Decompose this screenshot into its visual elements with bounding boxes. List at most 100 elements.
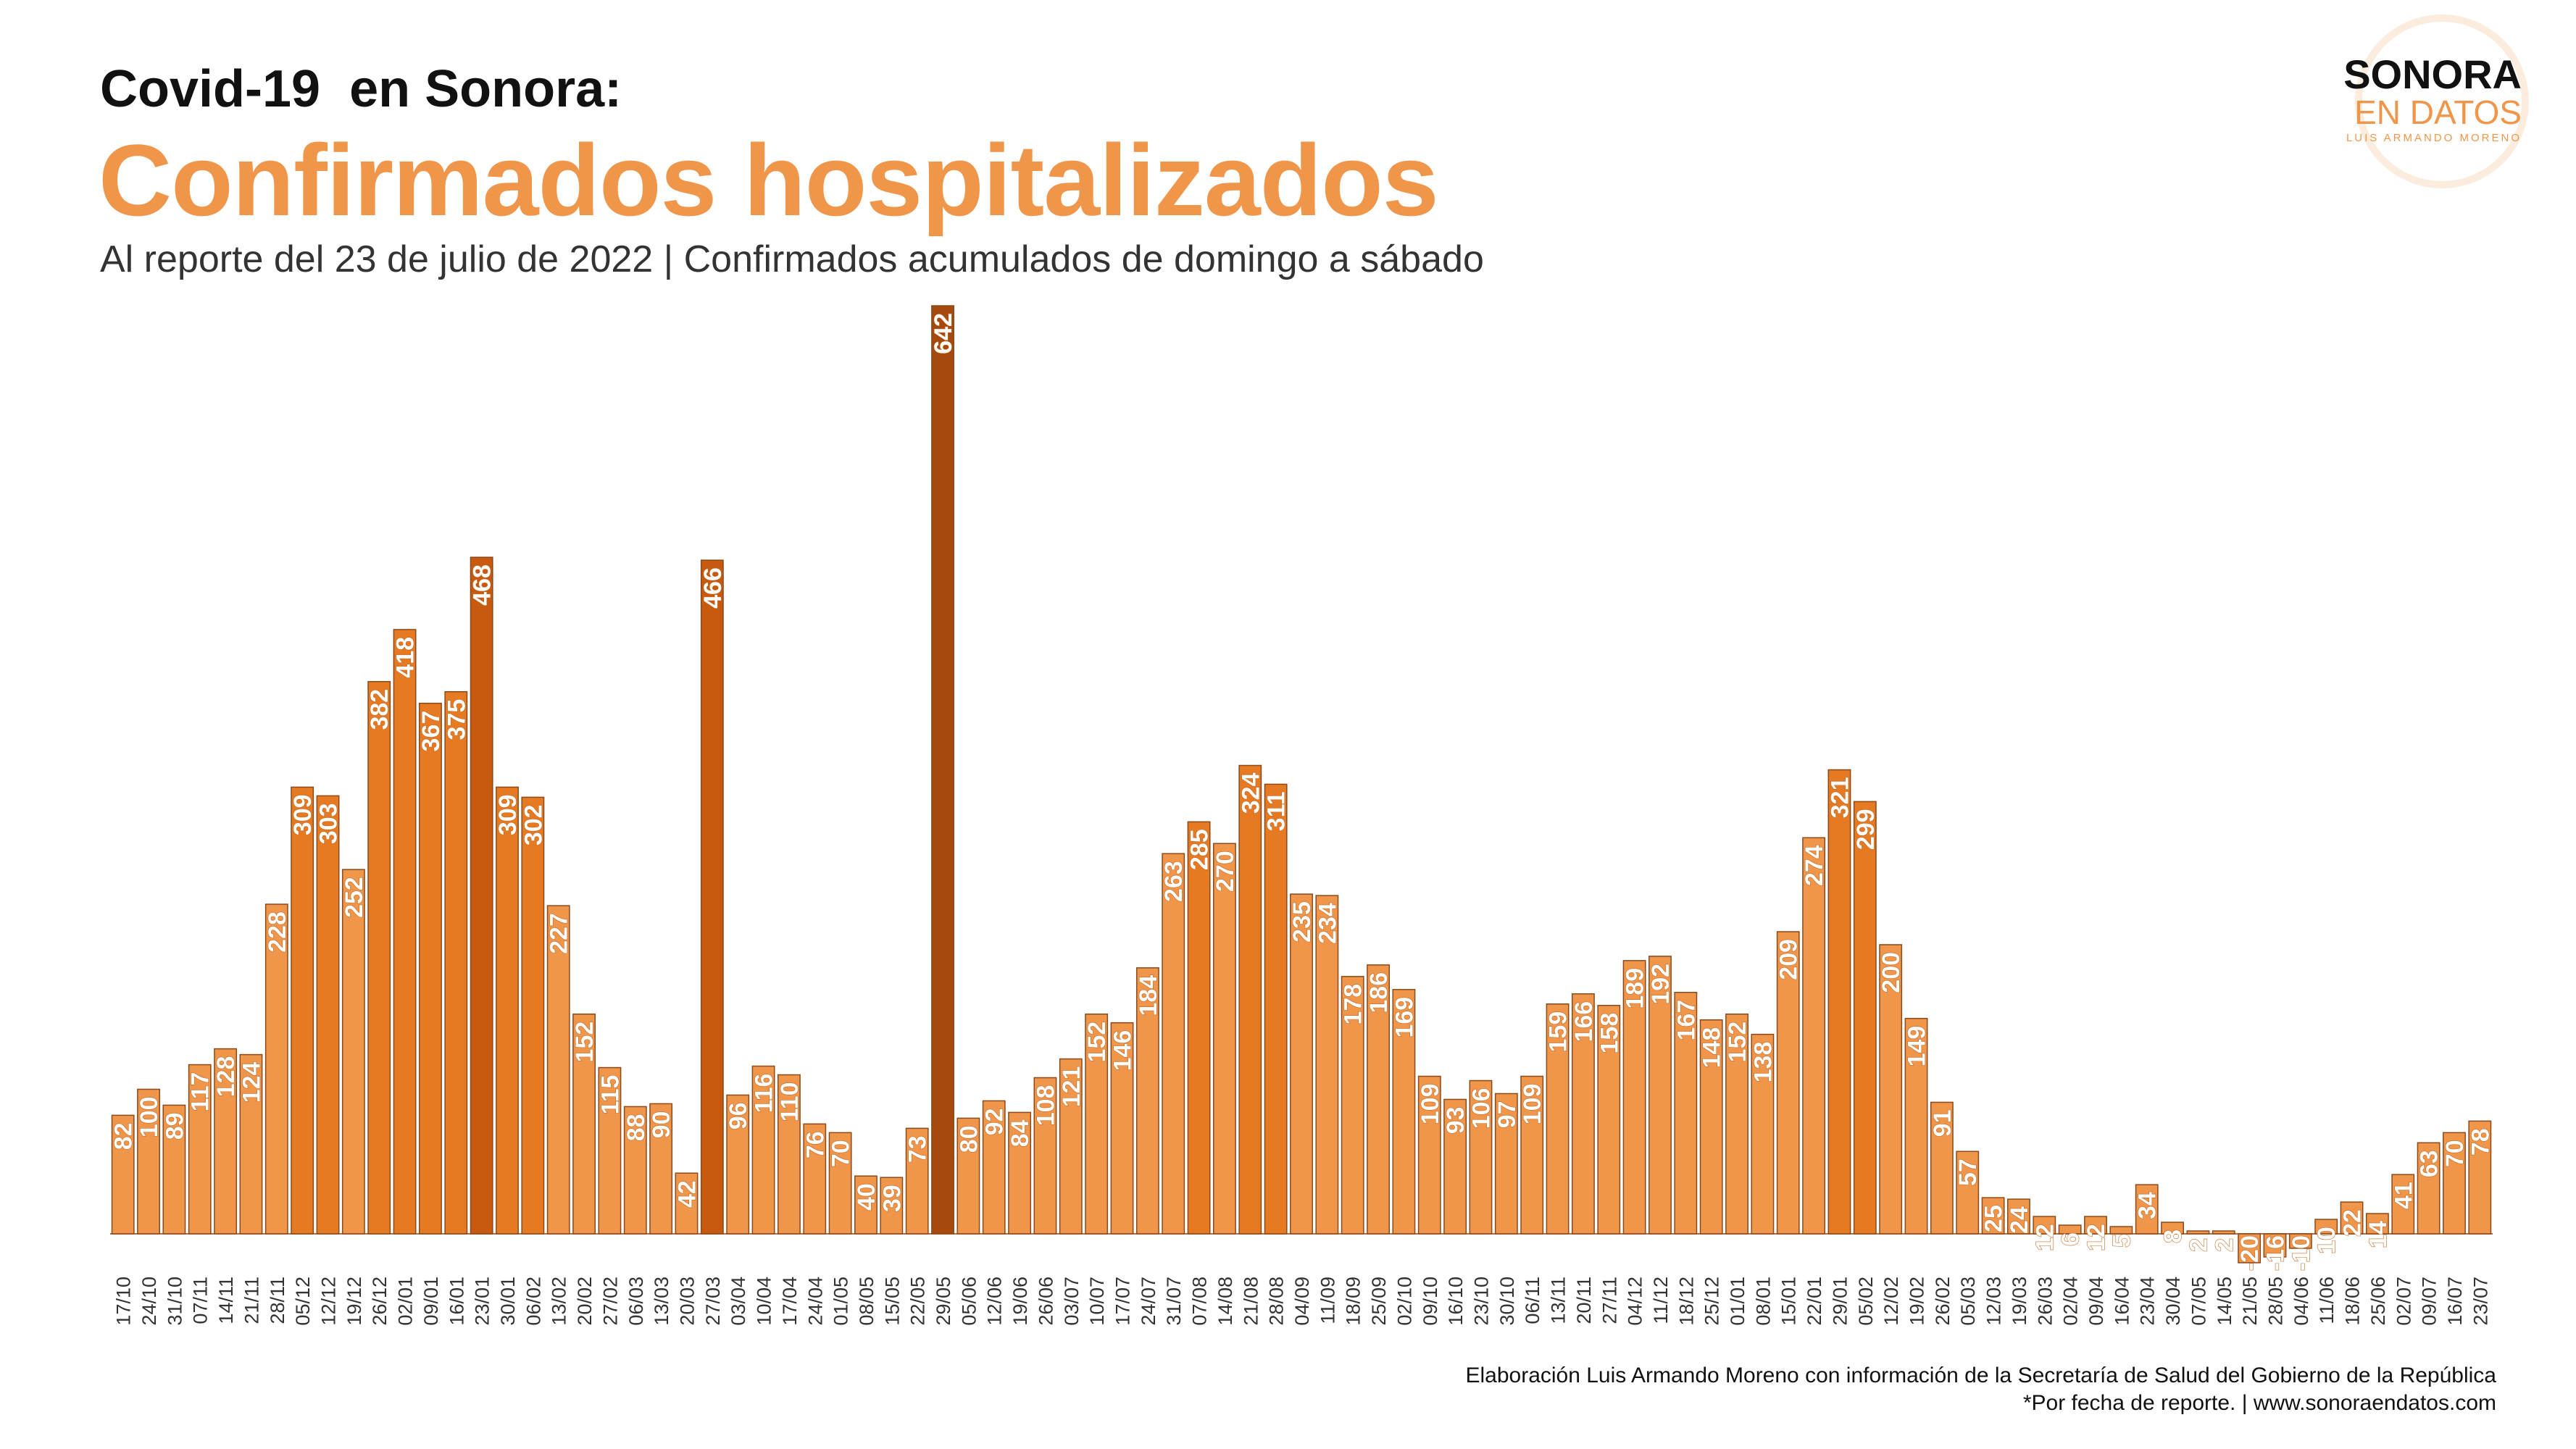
value-label-12/12: 303 <box>315 803 343 844</box>
bar-12/12 <box>316 795 340 1235</box>
bar-25/12 <box>1699 1019 1723 1235</box>
x-tick-label-30/04: 30/04 <box>2162 1277 2184 1326</box>
bar-15/05 <box>880 1177 904 1235</box>
value-label-30/10: 97 <box>1493 1101 1521 1128</box>
value-label-05/03: 57 <box>1954 1158 1982 1186</box>
bar-25/09 <box>1367 964 1390 1235</box>
x-tick-label-07/08: 07/08 <box>1189 1277 1211 1326</box>
value-label-19/06: 84 <box>1006 1119 1034 1147</box>
bar-02/04 <box>2058 1224 2082 1235</box>
value-label-26/02: 91 <box>1929 1109 1956 1137</box>
logo-line-3: LUIS ARMANDO MORENO <box>2346 132 2522 144</box>
x-tick-label-18/09: 18/09 <box>1343 1277 1364 1326</box>
logo-ring-icon <box>2355 14 2529 188</box>
x-tick-label-27/02: 27/02 <box>599 1277 621 1326</box>
x-tick-label-17/10: 17/10 <box>113 1277 135 1326</box>
x-tick-label-19/03: 19/03 <box>2009 1277 2030 1326</box>
x-tick-label-26/02: 26/02 <box>1932 1277 1954 1326</box>
x-tick-label-11/09: 11/09 <box>1317 1277 1338 1324</box>
value-label-07/05: 2 <box>2185 1238 2212 1252</box>
value-label-08/05: 40 <box>853 1183 880 1211</box>
value-label-12/03: 25 <box>1980 1205 2008 1232</box>
bar-30/10 <box>1494 1093 1518 1235</box>
value-label-26/06: 108 <box>1032 1085 1059 1127</box>
x-tick-label-20/03: 20/03 <box>676 1277 698 1326</box>
chart-kicker: Covid-19 en Sonora: <box>100 60 622 118</box>
bar-19/03 <box>2007 1198 2030 1235</box>
bar-09/04 <box>2084 1216 2107 1235</box>
x-tick-label-16/10: 16/10 <box>1445 1277 1467 1326</box>
value-label-13/02: 227 <box>546 913 573 954</box>
bar-23/01 <box>470 556 493 1235</box>
bar-28/05 <box>2263 1233 2287 1258</box>
bar-04/06 <box>2288 1233 2312 1249</box>
x-tick-label-15/01: 15/01 <box>1778 1277 1800 1326</box>
value-label-05/12: 309 <box>289 794 317 835</box>
value-label-02/07: 41 <box>2390 1182 2417 1209</box>
bar-07/11 <box>188 1064 212 1235</box>
x-tick-label-02/01: 02/01 <box>395 1277 417 1326</box>
x-tick-label-31/07: 31/07 <box>1163 1277 1185 1326</box>
bar-06/02 <box>521 796 545 1235</box>
bar-20/02 <box>572 1013 596 1235</box>
bar-03/04 <box>726 1094 750 1235</box>
value-label-05/02: 299 <box>1852 809 1880 850</box>
value-label-09/04: 12 <box>2083 1224 2110 1251</box>
value-label-10/07: 152 <box>1083 1022 1111 1063</box>
x-tick-label-26/12: 26/12 <box>369 1277 391 1326</box>
x-tick-label-09/10: 09/10 <box>1420 1277 1441 1326</box>
bar-02/01 <box>393 629 417 1235</box>
x-tick-label-23/10: 23/10 <box>1470 1277 1492 1326</box>
x-tick-label-29/05: 29/05 <box>933 1277 954 1326</box>
value-label-10/04: 116 <box>751 1074 778 1114</box>
bar-18/12 <box>1674 992 1698 1235</box>
value-label-18/09: 178 <box>1340 984 1367 1025</box>
value-label-27/11: 158 <box>1596 1013 1623 1054</box>
bar-19/12 <box>341 869 365 1235</box>
value-label-30/01: 309 <box>494 794 522 835</box>
value-label-18/12: 167 <box>1672 1000 1700 1041</box>
x-tick-label-07/05: 07/05 <box>2188 1277 2209 1326</box>
x-tick-label-15/05: 15/05 <box>881 1277 903 1326</box>
bar-21/08 <box>1238 764 1262 1235</box>
value-label-11/12: 192 <box>1647 964 1675 1005</box>
x-tick-label-12/06: 12/06 <box>984 1277 1006 1326</box>
x-tick-label-16/04: 16/04 <box>2111 1277 2133 1326</box>
value-label-25/06: 14 <box>2364 1221 2392 1248</box>
bar-16/04 <box>2109 1226 2133 1235</box>
x-tick-label-05/12: 05/12 <box>292 1277 314 1326</box>
value-label-17/10: 82 <box>110 1122 138 1150</box>
value-label-28/05: -16 <box>2262 1235 2289 1271</box>
value-label-28/08: 311 <box>1263 791 1291 831</box>
value-label-06/03: 88 <box>622 1114 650 1141</box>
bar-03/07 <box>1059 1058 1083 1235</box>
bar-12/02 <box>1879 944 1903 1235</box>
chart-subtitle: Al reporte del 23 de julio de 2022 | Con… <box>100 238 1484 280</box>
x-tick-label-12/12: 12/12 <box>318 1277 340 1326</box>
value-label-25/09: 186 <box>1365 972 1393 1014</box>
x-tick-label-08/01: 08/01 <box>1752 1277 1774 1326</box>
x-tick-label-01/05: 01/05 <box>830 1277 852 1326</box>
x-tick-label-14/08: 14/08 <box>1214 1277 1236 1326</box>
x-tick-label-05/02: 05/02 <box>1855 1277 1877 1326</box>
value-label-01/01: 152 <box>1724 1022 1751 1063</box>
bar-29/01 <box>1827 769 1851 1235</box>
x-tick-label-21/08: 21/08 <box>1240 1277 1262 1326</box>
value-label-22/01: 274 <box>1801 845 1828 886</box>
x-tick-label-04/12: 04/12 <box>1625 1277 1646 1326</box>
value-label-16/04: 5 <box>2108 1234 2135 1248</box>
value-label-14/11: 128 <box>212 1056 240 1098</box>
x-tick-label-04/09: 04/09 <box>1291 1277 1313 1326</box>
bar-17/10 <box>111 1114 135 1235</box>
x-tick-label-20/02: 20/02 <box>574 1277 596 1326</box>
x-tick-label-14/05: 14/05 <box>2214 1277 2235 1326</box>
bar-09/01 <box>419 702 442 1235</box>
value-label-20/02: 152 <box>571 1022 599 1063</box>
bar-14/11 <box>214 1048 238 1235</box>
x-tick-label-30/01: 30/01 <box>497 1277 519 1326</box>
bar-31/07 <box>1162 853 1185 1235</box>
x-tick-label-06/03: 06/03 <box>625 1277 647 1326</box>
value-label-02/04: 6 <box>2057 1232 2085 1246</box>
value-label-24/04: 76 <box>801 1131 829 1158</box>
